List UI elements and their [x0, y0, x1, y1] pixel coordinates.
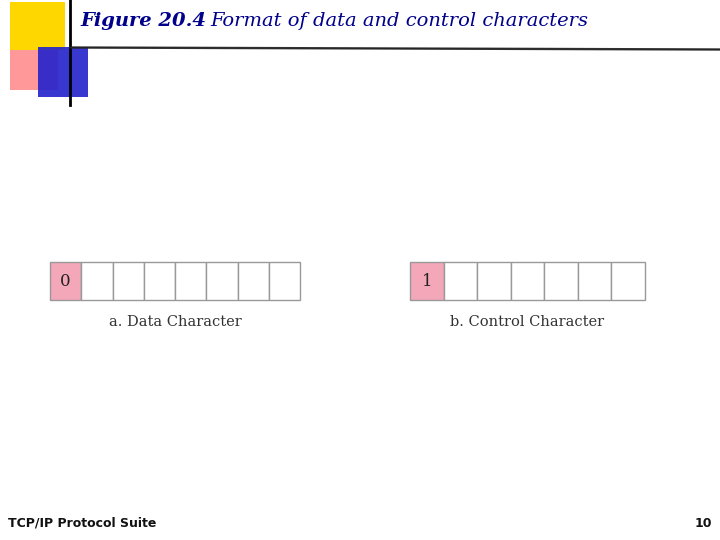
Text: Figure 20.4: Figure 20.4: [80, 12, 206, 30]
Bar: [269, 262, 300, 300]
Text: a. Data Character: a. Data Character: [109, 315, 241, 329]
Polygon shape: [70, 47, 720, 50]
Bar: [477, 262, 510, 300]
Bar: [206, 262, 238, 300]
Text: b. Control Character: b. Control Character: [451, 315, 605, 329]
Bar: [10, 50, 58, 90]
Bar: [81, 262, 112, 300]
Bar: [444, 262, 477, 300]
Bar: [50, 262, 81, 300]
Bar: [510, 262, 544, 300]
Bar: [112, 262, 144, 300]
Text: 1: 1: [421, 273, 432, 289]
Bar: [544, 262, 578, 300]
Text: 0: 0: [60, 273, 71, 289]
Bar: [238, 262, 269, 300]
Bar: [611, 262, 645, 300]
Text: TCP/IP Protocol Suite: TCP/IP Protocol Suite: [8, 517, 156, 530]
Text: Format of data and control characters: Format of data and control characters: [210, 12, 588, 30]
Bar: [410, 262, 444, 300]
Bar: [144, 262, 175, 300]
Bar: [38, 47, 88, 97]
Text: 10: 10: [695, 517, 712, 530]
Bar: [578, 262, 611, 300]
Bar: [175, 262, 206, 300]
Bar: [10, 2, 65, 50]
